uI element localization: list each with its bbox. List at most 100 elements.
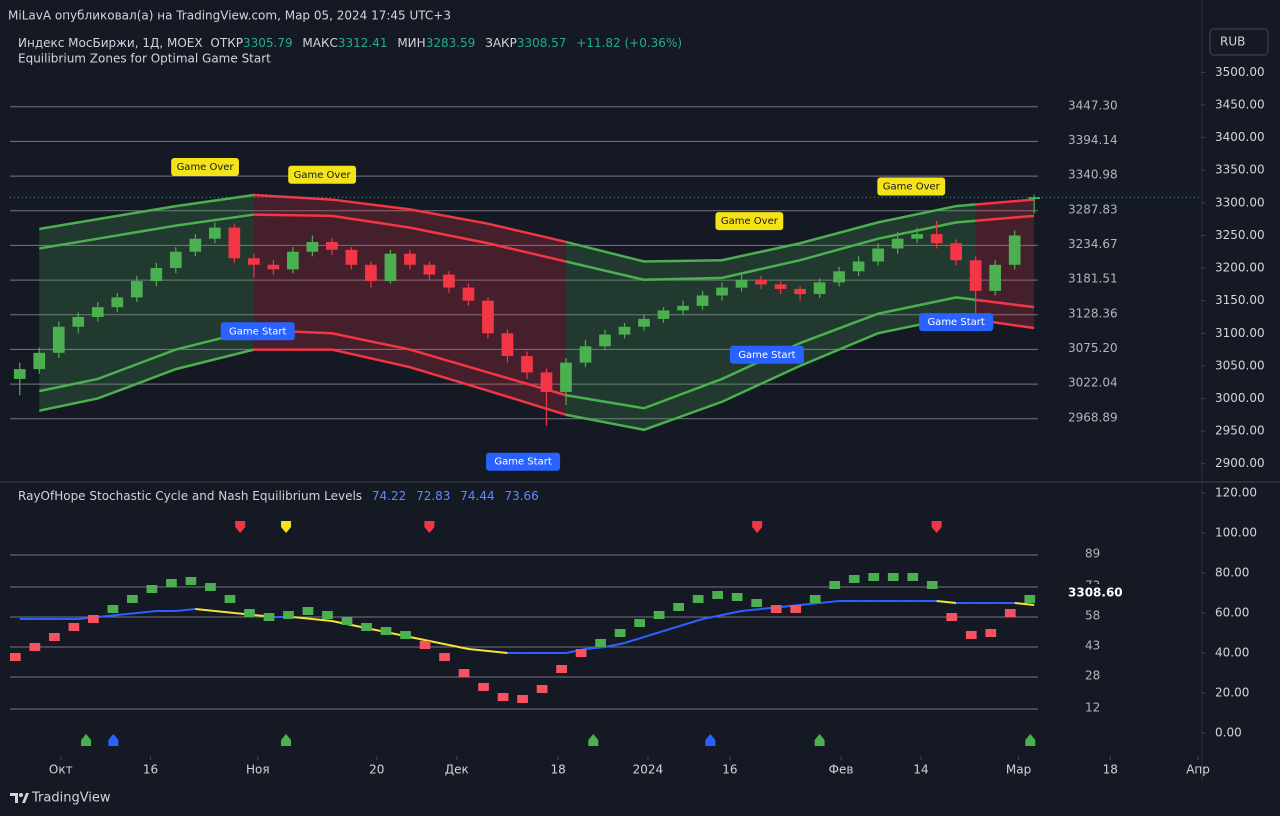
candle-body <box>33 352 46 370</box>
x-tick-label: 20 <box>369 763 384 777</box>
cycle-step <box>751 599 763 607</box>
level-label: 3394.14 <box>1068 133 1118 147</box>
logo-mark <box>10 793 18 803</box>
equilibrium-segment <box>214 610 235 614</box>
equilibrium-segment <box>468 648 489 652</box>
price-label-box <box>1040 584 1120 602</box>
level-label: 43 <box>1085 639 1100 653</box>
band-line <box>39 193 254 263</box>
annotation-label: Game Over <box>177 162 235 173</box>
candle-body <box>579 346 592 363</box>
equilibrium-segment <box>448 644 469 650</box>
close-label: ЗАКР <box>485 36 517 50</box>
candle-body <box>287 251 299 270</box>
signal-marker <box>931 521 942 533</box>
candle-body <box>462 287 475 301</box>
equilibrium-segment <box>585 646 606 650</box>
annotation-box <box>220 322 295 341</box>
equilibrium-segment <box>97 614 118 618</box>
low-label: МИН <box>397 36 425 50</box>
candle-body <box>852 261 865 272</box>
y-tick-label: 2950.00 <box>1215 424 1265 438</box>
candle-body <box>384 253 397 282</box>
footer-logo <box>10 793 29 803</box>
candle-body <box>169 251 182 269</box>
candle-body <box>248 258 260 265</box>
cycle-step <box>88 615 99 623</box>
candle-body <box>228 227 241 259</box>
candle-body <box>91 307 104 317</box>
candle-body <box>423 264 436 275</box>
cycle-step <box>29 643 41 651</box>
annotation-box <box>877 177 946 196</box>
candle-body <box>72 316 85 327</box>
x-tick-label: Ноя <box>246 763 270 777</box>
level-label: 3340.98 <box>1068 168 1118 182</box>
equilibrium-segment <box>487 650 508 654</box>
annotation-box <box>171 157 239 176</box>
cycle-step <box>10 653 21 661</box>
candle-body <box>657 310 670 319</box>
equilibrium-segment <box>702 614 723 620</box>
candle-body <box>833 271 845 283</box>
cycle-step <box>692 595 704 603</box>
equilibrium-segment <box>819 600 840 604</box>
cycle-step <box>127 595 138 603</box>
annotation-box <box>715 212 784 231</box>
y-tick-label: 3450.00 <box>1215 98 1265 112</box>
equilibrium-segment <box>292 616 313 620</box>
y-tick-label: 3050.00 <box>1215 358 1265 372</box>
candle-body <box>189 238 202 252</box>
signal-marker <box>424 521 435 533</box>
cycle-step <box>848 575 860 583</box>
level-label: 3022.04 <box>1068 376 1118 390</box>
equilibrium-segment <box>117 612 137 616</box>
cycle-step <box>146 585 158 593</box>
symbol-legend: Индекс МосБиржи, 1Д, MOEX ОТКР3305.79 МА… <box>18 36 682 50</box>
candle-body <box>208 227 221 239</box>
legend-value: 74.44 <box>460 489 494 503</box>
candle-body <box>306 241 319 252</box>
equilibrium-segment <box>682 618 703 626</box>
candle-body <box>521 356 533 373</box>
currency-button[interactable] <box>1209 28 1269 56</box>
cycle-step <box>575 649 587 657</box>
signal-marker <box>235 521 246 533</box>
cycle-step <box>809 595 821 603</box>
cycle-step <box>673 603 685 611</box>
annotation-label: Game Over <box>721 216 779 227</box>
currency[interactable]: RUB <box>1220 35 1245 49</box>
level-label: 28 <box>1085 669 1100 683</box>
cycle-step <box>400 631 411 639</box>
candle-body <box>794 288 806 295</box>
equilibrium-segment <box>936 600 957 604</box>
candle-body <box>404 253 416 265</box>
band-line <box>565 296 976 410</box>
cycle-step <box>322 611 333 619</box>
annotation-label: Game Start <box>494 457 551 468</box>
y-tick-label: 120.00 <box>1215 486 1257 500</box>
cycle-step <box>517 695 528 703</box>
cycle-step <box>868 573 880 581</box>
pane <box>10 521 1038 746</box>
annotation-box <box>729 345 804 364</box>
cycle-step <box>653 611 665 619</box>
y-tick-label: 40.00 <box>1215 646 1249 660</box>
cycle-step <box>380 627 392 635</box>
cycle-step <box>205 583 216 591</box>
candle-body <box>677 305 689 311</box>
y-tick-label: 3500.00 <box>1215 65 1265 79</box>
equilibrium-segment <box>663 624 684 632</box>
x-tick-label: 18 <box>551 763 566 777</box>
signal-marker <box>814 734 825 746</box>
signal-marker <box>1025 734 1036 746</box>
x-tick-label: 18 <box>1103 763 1118 777</box>
y-tick-label: 20.00 <box>1215 686 1249 700</box>
cycle-step <box>302 607 314 615</box>
equilibrium-segment <box>604 642 625 648</box>
candle-body <box>989 264 1002 291</box>
y-tick-label: 0.00 <box>1215 726 1242 740</box>
equilibrium-segment <box>643 630 664 638</box>
x-tick-label: 2024 <box>633 763 664 777</box>
cycle-step <box>419 641 431 649</box>
